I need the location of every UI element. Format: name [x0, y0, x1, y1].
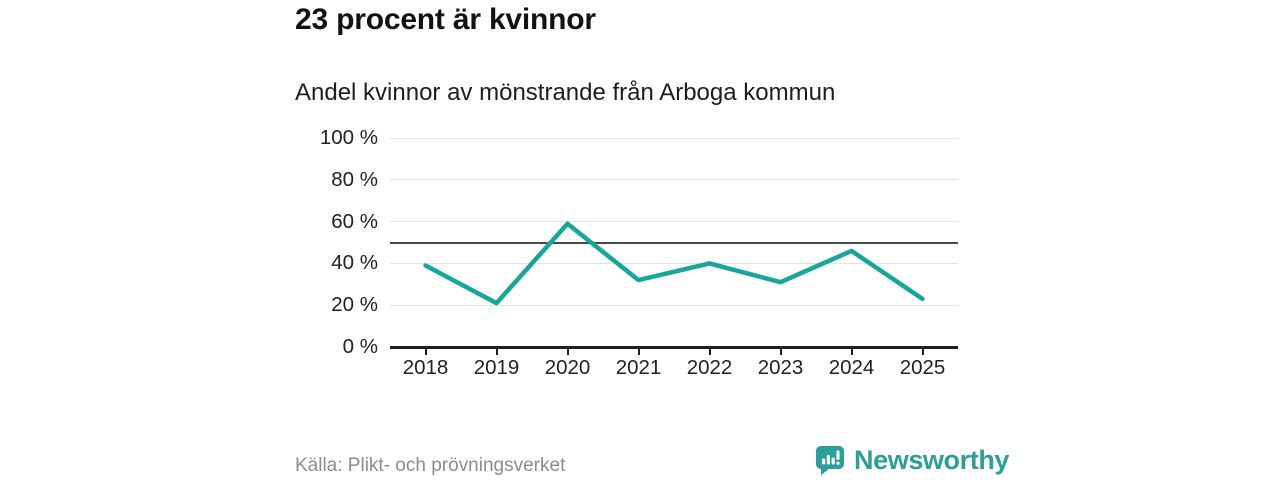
- x-axis-labels: 2018 2019 2020 2021 2022 2023 2024 2025: [390, 356, 958, 382]
- x-tick-label: 2020: [544, 356, 591, 379]
- y-tick-label: 20 %: [331, 293, 378, 317]
- y-tick-label: 100 %: [319, 126, 378, 149]
- gridline: [390, 262, 958, 264]
- x-tick-label: 2023: [757, 356, 804, 379]
- x-tick: [637, 347, 640, 355]
- data-line-svg: [423, 221, 925, 306]
- y-tick-label: 40 %: [331, 251, 378, 275]
- x-tick-label: 2019: [473, 356, 520, 379]
- x-tick: [850, 347, 853, 355]
- data-polyline: [423, 221, 925, 306]
- x-tick: [708, 347, 711, 355]
- x-tick: [495, 347, 498, 355]
- x-tick: [566, 347, 569, 355]
- newsworthy-wordmark: Newsworthy: [854, 445, 1010, 475]
- x-tick-label: 2025: [899, 356, 946, 379]
- y-tick-label: 80 %: [331, 167, 378, 191]
- gridline: [390, 221, 958, 223]
- x-axis-line: [390, 346, 958, 349]
- gridline: [390, 179, 958, 181]
- newsworthy-logo-icon: [816, 446, 844, 476]
- x-tick-label: 2022: [686, 356, 733, 379]
- newsworthy-logo: Newsworthy: [814, 444, 1009, 476]
- source-text: Källa: Plikt- och prövningsverket: [295, 455, 566, 476]
- y-axis-labels: 0 % 20 % 40 % 60 % 80 % 100 %: [278, 126, 378, 358]
- y-tick-label: 60 %: [331, 209, 378, 233]
- gridline: [390, 304, 958, 306]
- chart-subtitle: Andel kvinnor av mönstrande från Arboga …: [295, 79, 836, 106]
- gridline: [390, 137, 958, 139]
- plot: [390, 137, 958, 355]
- x-tick-label: 2018: [402, 356, 449, 379]
- x-tick: [779, 347, 782, 355]
- x-tick: [921, 347, 924, 355]
- x-tick-label: 2021: [615, 356, 662, 379]
- x-tick: [424, 347, 427, 355]
- chart-title: 23 procent är kvinnor: [295, 3, 596, 36]
- x-tick-label: 2024: [828, 356, 875, 379]
- y-tick-label: 0 %: [342, 335, 378, 358]
- reference-line-50: [390, 241, 958, 244]
